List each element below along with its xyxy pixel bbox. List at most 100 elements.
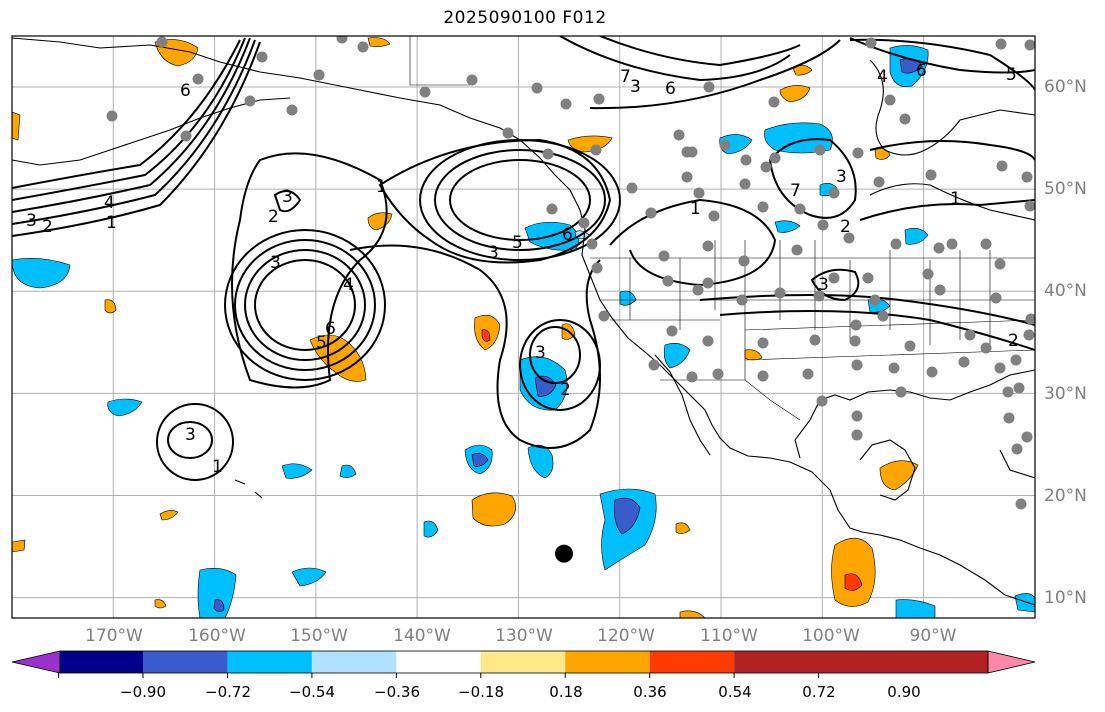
colorbar-segment bbox=[60, 651, 143, 673]
contour-label: 2 bbox=[1008, 331, 1019, 351]
station-dot bbox=[681, 171, 693, 183]
station-dot bbox=[851, 359, 863, 371]
contour-label: 5 bbox=[1006, 65, 1017, 85]
station-dot bbox=[890, 238, 902, 250]
contour-lines bbox=[12, 36, 1035, 481]
contour-label: 3 bbox=[535, 343, 546, 363]
station-dot bbox=[994, 258, 1006, 270]
station-dot bbox=[1024, 200, 1035, 212]
lon-label: 100°W bbox=[802, 626, 860, 646]
neg-anomaly bbox=[197, 568, 237, 618]
neg-anomaly bbox=[527, 444, 554, 479]
lon-label: 90°W bbox=[909, 626, 957, 646]
station-dot bbox=[816, 395, 828, 407]
station-dot bbox=[869, 294, 881, 306]
station-dot bbox=[888, 362, 900, 374]
station-dot bbox=[809, 334, 821, 346]
station-dot bbox=[946, 238, 958, 250]
pos-anomaly bbox=[879, 460, 919, 491]
contour-label: 2 bbox=[268, 207, 279, 227]
lon-label: 150°W bbox=[290, 626, 348, 646]
contour-label: 6 bbox=[562, 225, 573, 245]
lat-label: 60°N bbox=[1044, 77, 1087, 97]
neg-anomaly bbox=[764, 122, 833, 154]
station-dot bbox=[578, 217, 590, 229]
station-dot bbox=[1002, 386, 1014, 398]
station-dot bbox=[895, 386, 907, 398]
colorbar-tick: −0.72 bbox=[205, 683, 251, 701]
station-dot bbox=[802, 368, 814, 380]
pos-anomaly bbox=[12, 539, 26, 553]
colorbar-outline bbox=[59, 650, 989, 674]
map-frame bbox=[11, 35, 1036, 619]
station-dot bbox=[702, 240, 714, 252]
station-dot bbox=[1025, 313, 1035, 325]
colorbar-tick: −0.36 bbox=[374, 683, 420, 701]
station-dot bbox=[686, 371, 698, 383]
station-dot bbox=[851, 429, 863, 441]
station-dot bbox=[736, 294, 748, 306]
station-dot bbox=[648, 359, 660, 371]
station-dot bbox=[626, 182, 638, 194]
station-dot bbox=[774, 287, 786, 299]
station-dot bbox=[794, 203, 806, 215]
station-dot bbox=[1013, 382, 1025, 394]
neg-anomaly bbox=[339, 464, 357, 478]
contour-label: 6 bbox=[916, 61, 927, 81]
contour-label: 3 bbox=[488, 243, 499, 263]
colorbar-tick: −0.90 bbox=[120, 683, 166, 701]
station-dot bbox=[336, 36, 348, 44]
station-dot bbox=[180, 130, 192, 142]
colorbar-tick: 0.36 bbox=[633, 683, 667, 701]
lat-label: 20°N bbox=[1044, 486, 1087, 506]
colorbar-tick: −0.54 bbox=[289, 683, 335, 701]
station-dot bbox=[662, 275, 674, 287]
colorbar-tick: 0.72 bbox=[802, 683, 836, 701]
station-dot bbox=[1021, 431, 1033, 443]
lon-label: 130°W bbox=[495, 626, 553, 646]
lon-label: 170°W bbox=[85, 626, 143, 646]
pos-anomaly bbox=[831, 537, 876, 607]
station-dot bbox=[357, 41, 369, 53]
pos-anomaly-core bbox=[844, 573, 863, 591]
station-dot bbox=[814, 144, 826, 156]
station-dot bbox=[658, 250, 670, 262]
colorbar-segment bbox=[227, 651, 312, 673]
contour-label: 5 bbox=[316, 333, 327, 353]
station-dot bbox=[996, 160, 1008, 172]
contour-label: 1 bbox=[950, 189, 961, 209]
station-dot bbox=[851, 410, 863, 422]
contour-label: 2 bbox=[42, 217, 53, 237]
contour-label: 7 bbox=[620, 67, 631, 87]
lon-label: 140°W bbox=[393, 626, 451, 646]
station-dot bbox=[645, 207, 657, 219]
neg-anomaly bbox=[107, 398, 143, 417]
pos-anomaly bbox=[12, 111, 21, 141]
station-dot bbox=[828, 187, 840, 199]
station-dot bbox=[693, 187, 705, 199]
station-dot bbox=[681, 146, 693, 158]
colorbar-segment bbox=[143, 651, 228, 673]
station-dot bbox=[990, 292, 1002, 304]
station-dot bbox=[598, 310, 610, 322]
station-dot bbox=[502, 127, 514, 139]
station-dot bbox=[740, 154, 752, 166]
station-dot bbox=[925, 169, 937, 181]
station-dot bbox=[286, 104, 298, 116]
station-dot bbox=[738, 255, 750, 267]
colorbar-segment bbox=[396, 651, 481, 673]
contour-label: 6 bbox=[325, 319, 336, 339]
shaded-anomalies bbox=[12, 37, 1035, 618]
pos-anomaly bbox=[367, 37, 391, 47]
colorbar-tick: 0.18 bbox=[549, 683, 583, 701]
neg-anomaly bbox=[281, 463, 313, 479]
contour-label: 6 bbox=[180, 81, 191, 101]
neg-anomaly bbox=[774, 220, 801, 233]
pos-anomaly bbox=[675, 522, 691, 534]
station-dot bbox=[708, 210, 720, 222]
contour-label: 3 bbox=[282, 187, 293, 207]
neg-anomaly bbox=[291, 567, 327, 587]
station-dot bbox=[542, 148, 554, 160]
station-dot bbox=[980, 238, 992, 250]
station-dot bbox=[703, 81, 715, 93]
